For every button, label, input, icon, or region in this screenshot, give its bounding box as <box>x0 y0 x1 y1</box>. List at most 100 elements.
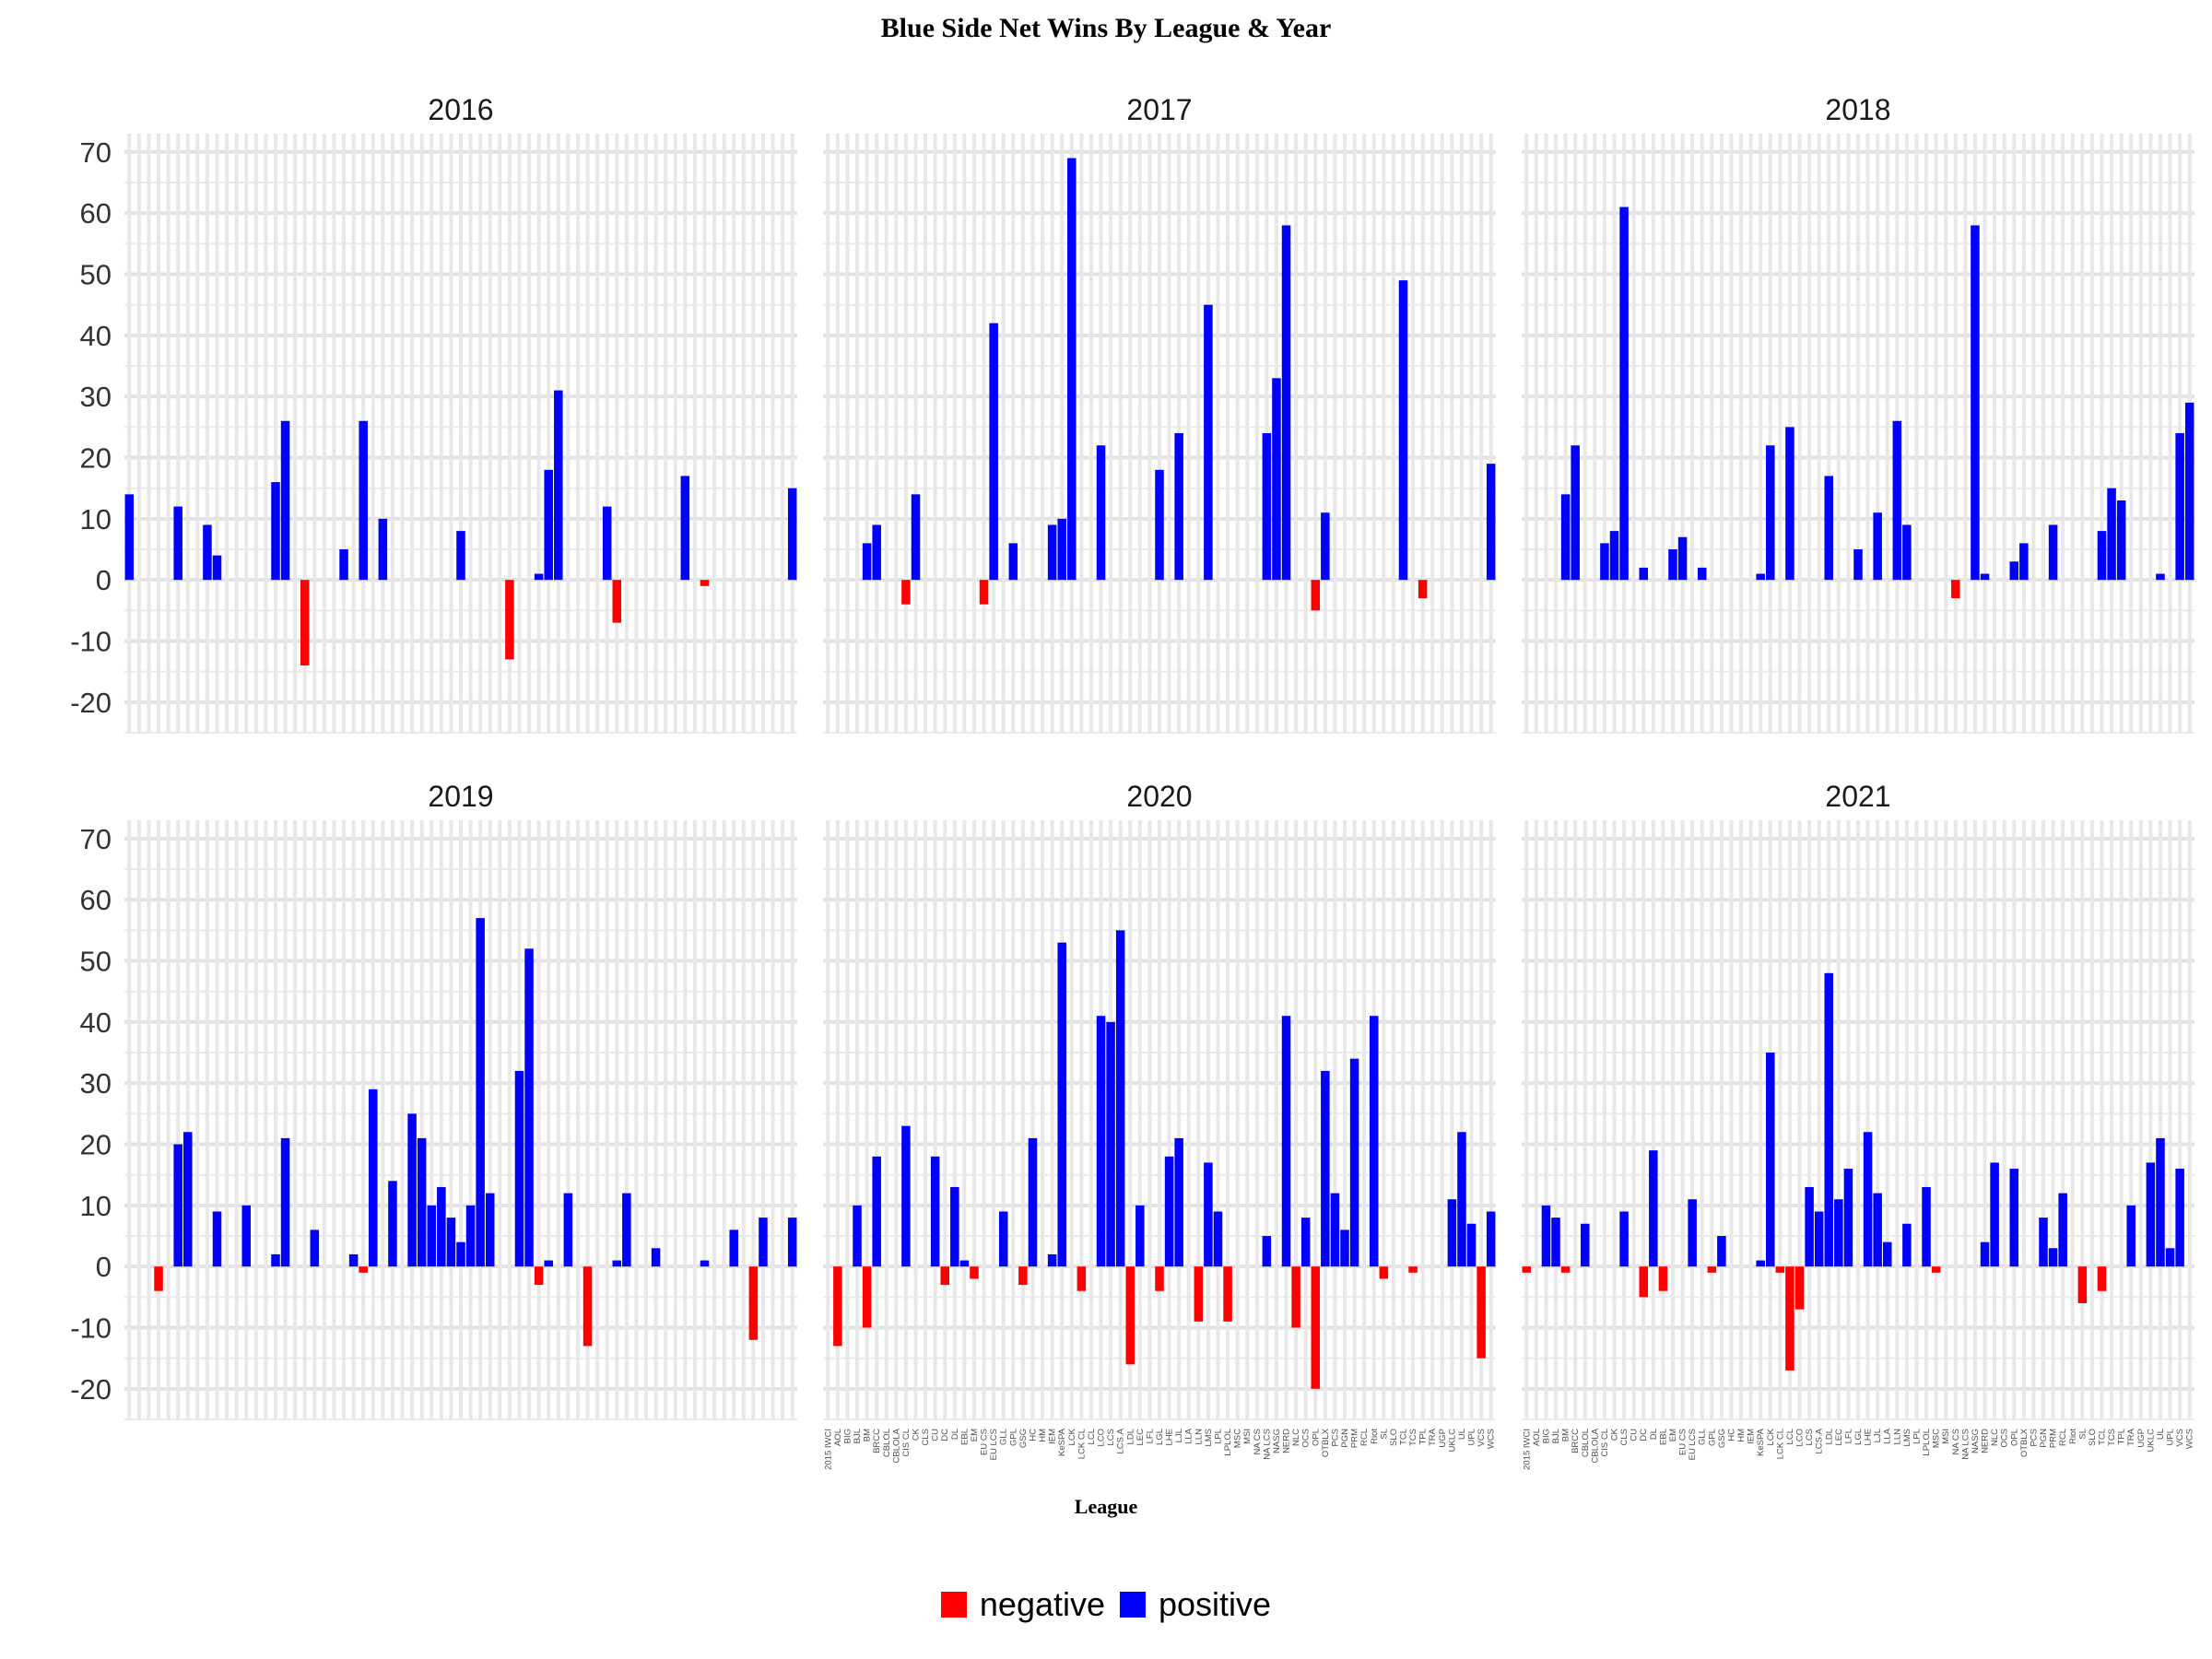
bar <box>2156 573 2165 581</box>
bar <box>1581 1223 1590 1267</box>
bar <box>872 1156 881 1267</box>
bar <box>1067 158 1077 581</box>
legend-item-negative: negative <box>940 1585 1105 1624</box>
y-tick-label: 60 <box>80 884 112 916</box>
bar <box>1125 1266 1135 1365</box>
x-tick-label: MSC <box>1233 1429 1243 1448</box>
bar <box>1990 1162 1999 1267</box>
facet-title: 2016 <box>428 93 493 126</box>
bar <box>748 1266 759 1340</box>
bar <box>1834 1199 1843 1267</box>
bar <box>759 1218 768 1267</box>
x-tick-label: PGN <box>1340 1429 1350 1448</box>
bar <box>602 506 612 581</box>
x-tick-label: MSC <box>1932 1429 1942 1448</box>
x-tick-label: VCS <box>2175 1429 2185 1447</box>
bar <box>300 580 310 666</box>
x-tick-label: NERD <box>1981 1429 1991 1453</box>
bar <box>1018 1266 1028 1286</box>
x-tick-label: KeSPA <box>1756 1428 1766 1456</box>
x-tick-label: OPL <box>1311 1429 1321 1446</box>
bar <box>2058 1193 2067 1267</box>
x-tick-label: NLC <box>1291 1429 1301 1446</box>
bar <box>1223 1266 1232 1322</box>
x-tick-label: EBL <box>959 1429 970 1445</box>
facet-title: 2019 <box>428 780 493 813</box>
x-tick-label: PRM <box>2049 1429 2059 1448</box>
x-tick-label: LMS <box>1204 1429 1214 1447</box>
bar <box>1379 1266 1389 1279</box>
bar <box>950 1186 959 1267</box>
x-tick-label: TCS <box>2107 1429 2117 1446</box>
x-tick-label: UL <box>2156 1429 2166 1440</box>
bar <box>241 1205 252 1267</box>
bar <box>1047 1253 1057 1267</box>
bar <box>563 1193 573 1267</box>
x-tick-label: GPL <box>1707 1429 1717 1446</box>
bar <box>1853 549 1863 581</box>
x-tick-label: LDL <box>1824 1429 1834 1444</box>
x-tick-label: WCS <box>2185 1429 2195 1449</box>
x-tick-label: OTBLX <box>2019 1428 2030 1457</box>
bar <box>1658 1266 1668 1291</box>
bar <box>554 390 563 581</box>
bar <box>534 573 544 581</box>
bar <box>2009 1169 2019 1267</box>
bar <box>1951 580 1960 599</box>
bar <box>1931 1266 1941 1273</box>
bar <box>930 1156 940 1267</box>
x-tick-label: CU <box>1630 1429 1640 1441</box>
x-tick-label: LPL <box>1912 1429 1922 1444</box>
bar <box>2009 561 2019 581</box>
bar <box>1756 1260 1765 1267</box>
x-axis-label: League <box>1074 1495 1138 1518</box>
x-tick-label: HM <box>1736 1429 1747 1442</box>
x-tick-label: GLL <box>1698 1429 1708 1445</box>
bar <box>1106 1021 1115 1267</box>
x-tick-label: CIS CL <box>901 1429 912 1457</box>
legend-key-negative <box>940 1592 967 1618</box>
x-tick-label: LCL <box>1087 1429 1097 1444</box>
x-tick-label: UPL <box>1467 1429 1477 1445</box>
x-tick-label: OPL <box>2009 1429 2019 1446</box>
bar <box>700 1260 710 1267</box>
bar <box>1873 1193 1882 1267</box>
bar <box>183 1132 193 1267</box>
bar <box>970 1266 979 1279</box>
bar <box>2107 488 2116 581</box>
x-tick-label: LCO <box>1795 1429 1806 1447</box>
panel-2017: 2017 <box>823 93 1496 734</box>
bar <box>729 1230 738 1267</box>
bar <box>1349 1058 1359 1267</box>
bar <box>1262 1236 1272 1267</box>
bar <box>700 580 710 586</box>
bar <box>651 1248 661 1267</box>
x-tick-label: MSI <box>1941 1429 1951 1444</box>
x-tick-label: BRCC <box>1571 1429 1581 1453</box>
bar <box>456 531 465 581</box>
bar <box>2175 433 2184 581</box>
bar <box>271 482 280 581</box>
x-tick-label: LJL <box>1873 1429 1883 1442</box>
bar <box>1096 445 1106 581</box>
x-tick-label: Riot <box>2068 1429 2078 1444</box>
bar <box>388 1181 397 1267</box>
x-tick-label: LHE <box>1864 1429 1874 1445</box>
x-tick-label: NASG <box>1272 1429 1282 1453</box>
bar <box>1785 427 1794 581</box>
bar <box>787 488 797 581</box>
x-tick-label: TRA <box>2126 1428 2136 1446</box>
bar <box>1096 1016 1106 1267</box>
x-tick-label: 2015 IWCI <box>823 1429 833 1470</box>
bar <box>1135 1205 1145 1267</box>
bar <box>1057 942 1066 1267</box>
legend-item-positive: positive <box>1120 1585 1271 1624</box>
bar <box>1311 1266 1321 1389</box>
bar <box>1619 206 1629 581</box>
x-tick-label: LPL <box>1213 1429 1223 1444</box>
bar <box>369 1088 378 1267</box>
x-tick-label: NA CS <box>1951 1429 1961 1455</box>
x-tick-label: GSG <box>1717 1429 1727 1448</box>
